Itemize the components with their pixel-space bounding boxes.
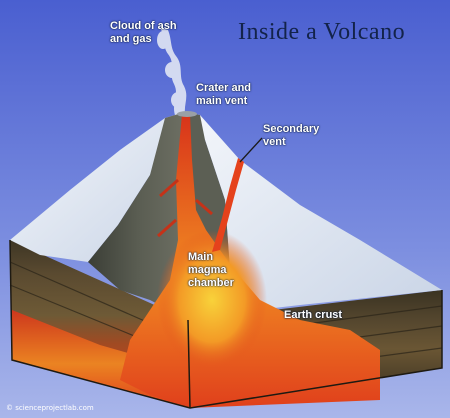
secondary-vent-pointer xyxy=(239,137,263,163)
magma-chamber-hot-core xyxy=(157,230,267,370)
diagram-title: Inside a Volcano xyxy=(238,19,406,45)
block-edges xyxy=(9,239,443,409)
magma-dikes xyxy=(157,178,213,238)
secondary-vent-magma xyxy=(212,158,244,252)
rock-cross-section-left xyxy=(88,112,188,320)
label-secondary-vent: Secondary vent xyxy=(263,123,320,148)
label-earth-crust: Earth crust xyxy=(284,309,343,321)
ash-cloud-plume xyxy=(157,28,187,118)
label-cloud-of-ash: Cloud of ash and gas xyxy=(110,20,177,45)
snow-slope-left xyxy=(10,112,185,262)
image-credit: © scienceprojectlab.com xyxy=(6,404,94,412)
label-main-magma-chamber: Main magma chamber xyxy=(188,251,234,289)
crater-rim xyxy=(177,111,197,117)
label-crater-main-vent: Crater and main vent xyxy=(196,82,252,107)
